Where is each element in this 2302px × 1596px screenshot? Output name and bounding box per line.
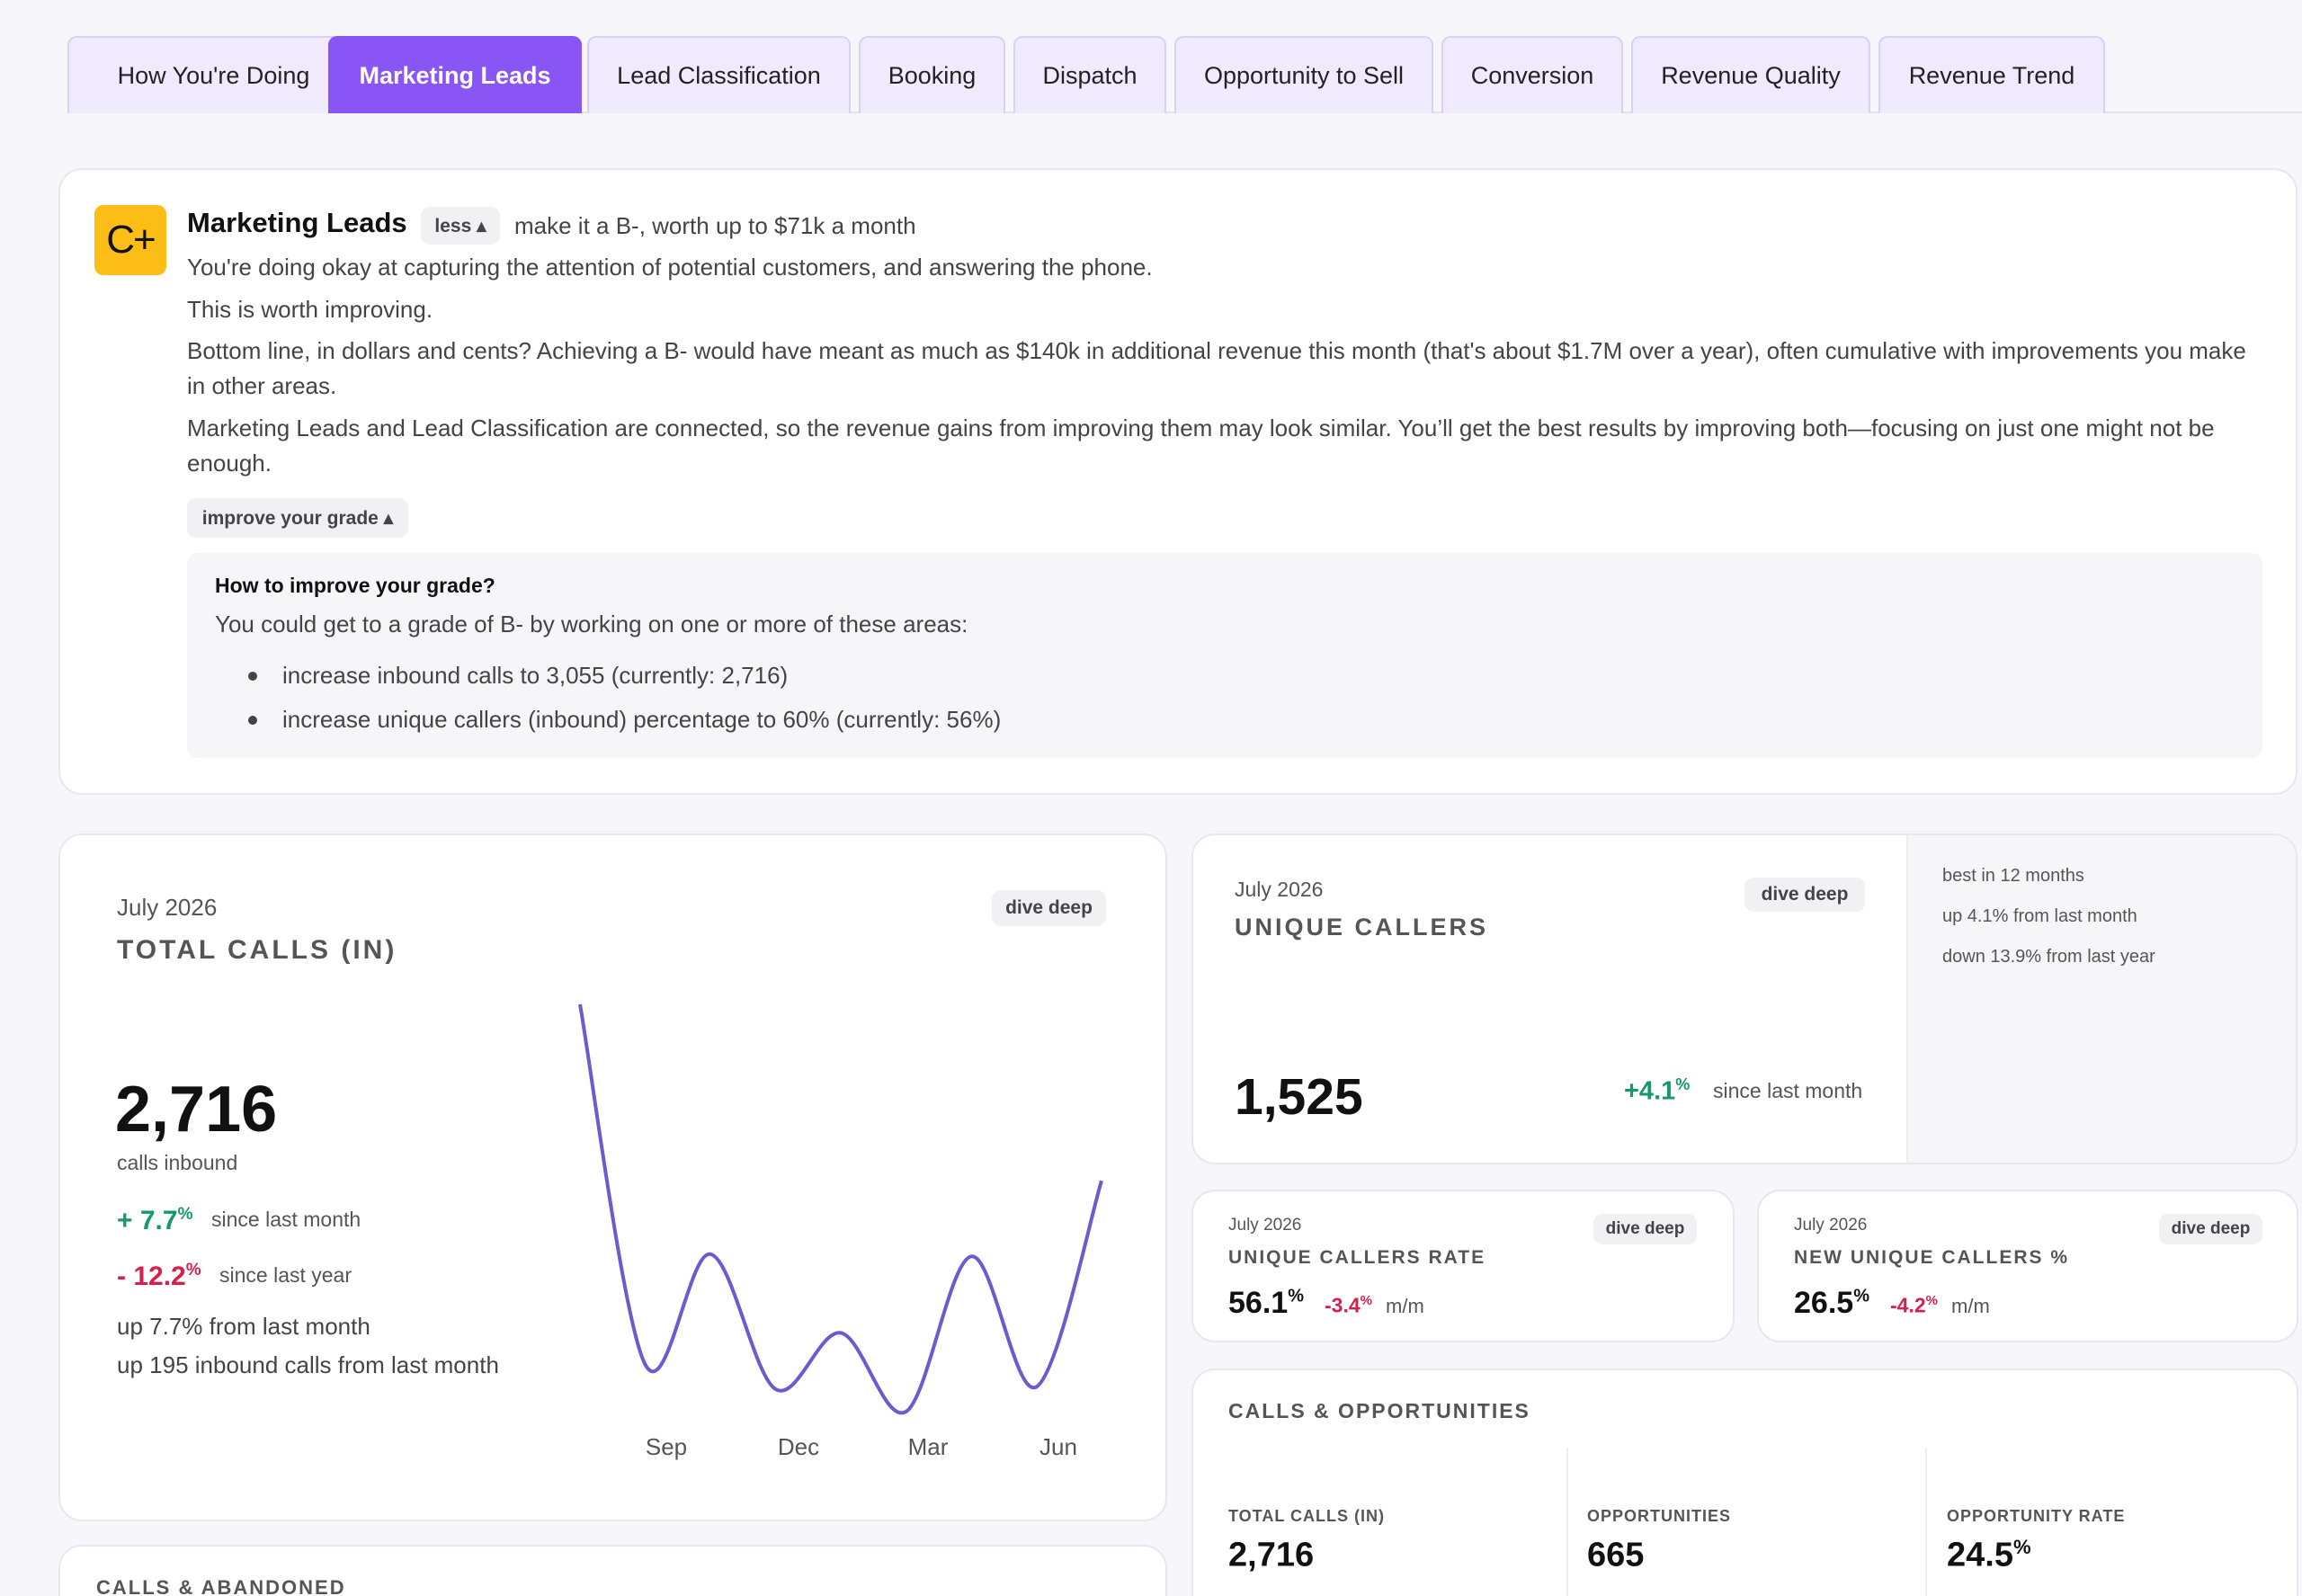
- year-change-text: since last year: [219, 1263, 352, 1287]
- total-calls-trend-chart: Sep Dec Mar Jun: [578, 1003, 1103, 1460]
- calls-abandoned-title: CALLS & ABANDONED: [96, 1576, 346, 1596]
- total-calls-note: up 7.7% from last month: [117, 1313, 370, 1340]
- unique-callers-label: UNIQUE CALLERS: [1235, 914, 1489, 941]
- total-calls-dive-deep-button[interactable]: dive deep: [992, 890, 1106, 926]
- x-tick-label: Mar: [908, 1433, 949, 1460]
- total-calls-period: July 2026: [117, 894, 218, 921]
- unique-rate-change: -3.4%: [1325, 1293, 1372, 1317]
- tab-bar: How You're Doing Marketing Leads Lead Cl…: [67, 36, 2302, 113]
- grade-summary-text: You're doing okay at capturing the atten…: [187, 254, 1153, 281]
- calls-opps-col-value: 24.5%: [1947, 1536, 2031, 1574]
- calls-opportunities-title: CALLS & OPPORTUNITIES: [1228, 1399, 1530, 1422]
- new-unique-value: 26.5%: [1794, 1286, 1869, 1320]
- grade-bottom-line-text: Bottom line, in dollars and cents? Achie…: [187, 337, 2246, 399]
- improve-grade-toggle[interactable]: improve your grade ▴: [187, 498, 408, 538]
- bullet-icon: [248, 672, 257, 681]
- column-divider: [1925, 1448, 1927, 1596]
- series-line: [578, 1003, 1103, 1415]
- unique-callers-dive-deep-button[interactable]: dive deep: [1744, 878, 1865, 912]
- grade-badge: C+: [94, 205, 166, 275]
- tab-opportunity-to-sell[interactable]: Opportunity to Sell: [1174, 36, 1433, 113]
- unique-callers-value: 1,525: [1235, 1068, 1363, 1126]
- year-change-value: - 12.2%: [117, 1261, 201, 1291]
- grade-worth-text: This is worth improving.: [187, 296, 433, 323]
- improve-title: How to improve your grade?: [215, 574, 495, 597]
- unique-callers-side-note: best in 12 months: [1942, 866, 2084, 886]
- grade-target-text: make it a B-, worth up to $71k a month: [514, 212, 916, 239]
- month-change-text: since last month: [211, 1208, 361, 1231]
- x-tick-label: Jun: [1039, 1433, 1077, 1460]
- calls-opps-col-value: 2,716: [1228, 1536, 1315, 1574]
- less-toggle-button[interactable]: less ▴: [421, 207, 500, 245]
- calls-opps-col-value: 665: [1587, 1536, 1645, 1574]
- grade-connected-text: Marketing Leads and Lead Classification …: [187, 415, 2215, 477]
- improve-intro: You could get to a grade of B- by workin…: [215, 611, 968, 638]
- unique-callers-side-note: down 13.9% from last year: [1942, 947, 2155, 967]
- unique-rate-dive-deep-button[interactable]: dive deep: [1593, 1214, 1697, 1244]
- calls-opps-col-label: TOTAL CALLS (IN): [1228, 1507, 1385, 1525]
- improve-item: increase unique callers (inbound) percen…: [282, 706, 1002, 733]
- new-unique-dive-deep-button[interactable]: dive deep: [2159, 1214, 2262, 1244]
- total-calls-sublabel: calls inbound: [117, 1151, 238, 1174]
- improve-item: increase inbound calls to 3,055 (current…: [282, 662, 789, 689]
- calls-abandoned-card: [58, 1545, 1167, 1596]
- unique-callers-period: July 2026: [1235, 878, 1324, 901]
- total-calls-label: TOTAL CALLS (IN): [117, 935, 397, 965]
- unique-rate-period: July 2026: [1228, 1216, 1302, 1235]
- unique-callers-change: +4.1%: [1624, 1075, 1691, 1106]
- new-unique-suffix: m/m: [1951, 1295, 1990, 1317]
- column-divider: [1566, 1448, 1568, 1596]
- improve-panel: [187, 553, 2262, 758]
- x-tick-label: Dec: [778, 1433, 819, 1460]
- calls-opps-col-label: OPPORTUNITY RATE: [1947, 1507, 2126, 1525]
- total-calls-value: 2,716: [115, 1074, 278, 1146]
- calls-opportunities-card: [1191, 1369, 2298, 1596]
- tab-dispatch[interactable]: Dispatch: [1013, 36, 1166, 113]
- tab-revenue-trend[interactable]: Revenue Trend: [1878, 36, 2105, 113]
- calls-opps-col-label: OPPORTUNITIES: [1587, 1507, 1732, 1525]
- new-unique-period: July 2026: [1794, 1216, 1868, 1235]
- total-calls-card: [58, 834, 1167, 1521]
- unique-callers-side-panel: [1906, 835, 2296, 1163]
- tab-booking[interactable]: Booking: [859, 36, 1005, 113]
- unique-callers-side-note: up 4.1% from last month: [1942, 906, 2137, 926]
- tab-revenue-quality[interactable]: Revenue Quality: [1631, 36, 1870, 113]
- bullet-icon: [248, 716, 257, 725]
- unique-callers-change-text: since last month: [1713, 1079, 1863, 1102]
- unique-rate-label: UNIQUE CALLERS RATE: [1228, 1247, 1486, 1268]
- unique-rate-suffix: m/m: [1386, 1295, 1424, 1317]
- month-change-value: + 7.7%: [117, 1205, 193, 1235]
- tab-lead-classification[interactable]: Lead Classification: [587, 36, 851, 113]
- x-tick-label: Sep: [646, 1433, 687, 1460]
- new-unique-change: -4.2%: [1890, 1293, 1938, 1317]
- tab-marketing-leads[interactable]: Marketing Leads: [328, 36, 582, 113]
- grade-card-title: Marketing Leads: [187, 207, 407, 238]
- total-calls-note: up 195 inbound calls from last month: [117, 1351, 499, 1378]
- new-unique-label: NEW UNIQUE CALLERS %: [1794, 1247, 2070, 1268]
- tab-how-youre-doing[interactable]: How You're Doing: [67, 36, 360, 113]
- unique-rate-value: 56.1%: [1228, 1286, 1304, 1320]
- tab-conversion[interactable]: Conversion: [1441, 36, 1623, 113]
